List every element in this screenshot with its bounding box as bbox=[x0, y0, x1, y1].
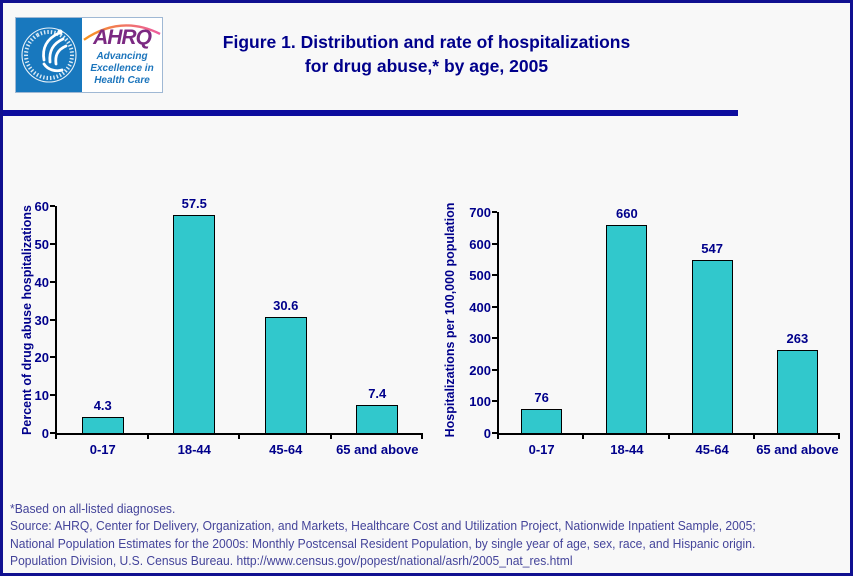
y-tick-label: 0 bbox=[41, 426, 49, 441]
y-axis bbox=[497, 212, 499, 435]
y-tick-mark bbox=[492, 432, 497, 434]
x-tick-mark bbox=[329, 435, 332, 439]
y-tick-mark bbox=[50, 432, 55, 434]
bar-0-17 bbox=[521, 409, 563, 433]
tagline-line: Health Care bbox=[94, 75, 150, 86]
y-tick-mark bbox=[492, 242, 497, 245]
header-divider bbox=[3, 110, 738, 116]
data-label: 57.5 bbox=[181, 196, 207, 212]
y-tick-mark bbox=[50, 356, 55, 359]
y-tick-label: 600 bbox=[469, 236, 491, 252]
y-tick-label: 40 bbox=[34, 274, 49, 290]
y-tick-label: 100 bbox=[469, 394, 491, 410]
x-tick-mark bbox=[497, 435, 499, 439]
x-tick-mark bbox=[667, 435, 670, 439]
x-tick-mark bbox=[421, 435, 423, 439]
x-tick-mark bbox=[838, 435, 840, 439]
x-axis bbox=[55, 433, 423, 435]
y-axis-title: Hospitalizations per 100,000 population bbox=[443, 202, 457, 438]
source-line-1: Source: AHRQ, Center for Delivery, Organ… bbox=[10, 518, 756, 534]
figure-title-line1: Figure 1. Distribution and rate of hospi… bbox=[222, 32, 631, 52]
footnote-diagnoses: *Based on all-listed diagnoses. bbox=[10, 501, 176, 516]
y-tick-mark bbox=[492, 211, 497, 213]
category-label: 18-44 bbox=[177, 442, 211, 457]
y-tick-label: 60 bbox=[34, 199, 49, 214]
bar-65-and-above bbox=[356, 405, 399, 433]
y-tick-mark bbox=[50, 394, 55, 397]
y-tick-mark bbox=[50, 242, 55, 245]
hhs-seal-icon bbox=[16, 18, 82, 92]
data-label: 547 bbox=[701, 241, 723, 257]
data-label: 30.6 bbox=[273, 298, 299, 314]
ahrq-logo: AHRQ Advancing Excellence in Health Care bbox=[15, 17, 163, 93]
figure-title: Figure 1. Distribution and rate of hospi… bbox=[3, 30, 850, 78]
y-tick-label: 500 bbox=[469, 268, 491, 284]
ahrq-tagline: Advancing Excellence in Health Care bbox=[82, 51, 162, 87]
ahrq-acronym: AHRQ bbox=[93, 26, 152, 49]
data-label: 263 bbox=[786, 330, 809, 346]
y-tick-mark bbox=[492, 274, 497, 277]
y-tick-label: 50 bbox=[34, 236, 49, 252]
y-tick-mark bbox=[50, 318, 55, 321]
chart-percent-of-hospitalizations: Percent of drug abuse hospitalizations 0… bbox=[14, 196, 434, 480]
category-label: 0-17 bbox=[89, 442, 116, 457]
y-axis bbox=[55, 206, 57, 435]
category-label: 0-17 bbox=[528, 442, 555, 457]
data-label: 660 bbox=[616, 205, 638, 221]
y-tick-mark bbox=[50, 205, 55, 207]
logo-arc-icon bbox=[83, 24, 161, 41]
y-tick-mark bbox=[492, 337, 497, 340]
y-tick-label: 30 bbox=[34, 312, 49, 328]
bar-0-17 bbox=[81, 416, 124, 433]
bar-18-44 bbox=[173, 215, 216, 433]
category-label: 45-64 bbox=[695, 442, 729, 457]
y-tick-label: 10 bbox=[34, 388, 49, 404]
y-tick-label: 700 bbox=[469, 205, 491, 220]
y-tick-mark bbox=[492, 400, 497, 403]
y-tick-mark bbox=[492, 368, 497, 371]
data-label: 4.3 bbox=[93, 397, 112, 413]
y-tick-label: 0 bbox=[483, 426, 491, 441]
data-label: 7.4 bbox=[368, 386, 387, 401]
x-tick-mark bbox=[582, 435, 585, 439]
source-line-2: National Population Estimates for the 20… bbox=[10, 535, 756, 551]
category-label: 65 and above bbox=[756, 442, 839, 457]
ahrq-wordmark: AHRQ Advancing Excellence in Health Care bbox=[82, 18, 162, 92]
tagline-line: Excellence in bbox=[90, 63, 154, 74]
category-label: 65 and above bbox=[336, 442, 419, 457]
bar-45-64 bbox=[691, 260, 733, 433]
y-tick-mark bbox=[492, 305, 497, 308]
y-tick-label: 400 bbox=[469, 299, 491, 315]
x-tick-mark bbox=[752, 435, 755, 439]
y-tick-label: 300 bbox=[469, 331, 491, 347]
y-tick-label: 200 bbox=[469, 362, 491, 378]
y-tick-label: 20 bbox=[34, 350, 49, 366]
category-label: 45-64 bbox=[269, 442, 303, 457]
source-line-3: Population Division, U.S. Census Bureau.… bbox=[10, 553, 573, 569]
bar-18-44 bbox=[606, 224, 648, 433]
category-label: 18-44 bbox=[610, 442, 644, 457]
figure-title-line2: for drug abuse,* by age, 2005 bbox=[304, 56, 549, 76]
chart-rate-per-100000: Hospitalizations per 100,000 population … bbox=[440, 200, 850, 480]
data-label: 76 bbox=[534, 390, 549, 405]
x-axis bbox=[497, 433, 840, 435]
tagline-line: Advancing bbox=[96, 51, 148, 62]
y-tick-mark bbox=[50, 280, 55, 283]
x-tick-mark bbox=[238, 435, 240, 439]
bar-45-64 bbox=[264, 317, 307, 433]
bar-65-and-above bbox=[776, 349, 818, 433]
footnotes: *Based on all-listed diagnoses. Source: … bbox=[10, 500, 756, 570]
x-tick-mark bbox=[55, 435, 57, 439]
x-tick-mark bbox=[146, 435, 149, 439]
